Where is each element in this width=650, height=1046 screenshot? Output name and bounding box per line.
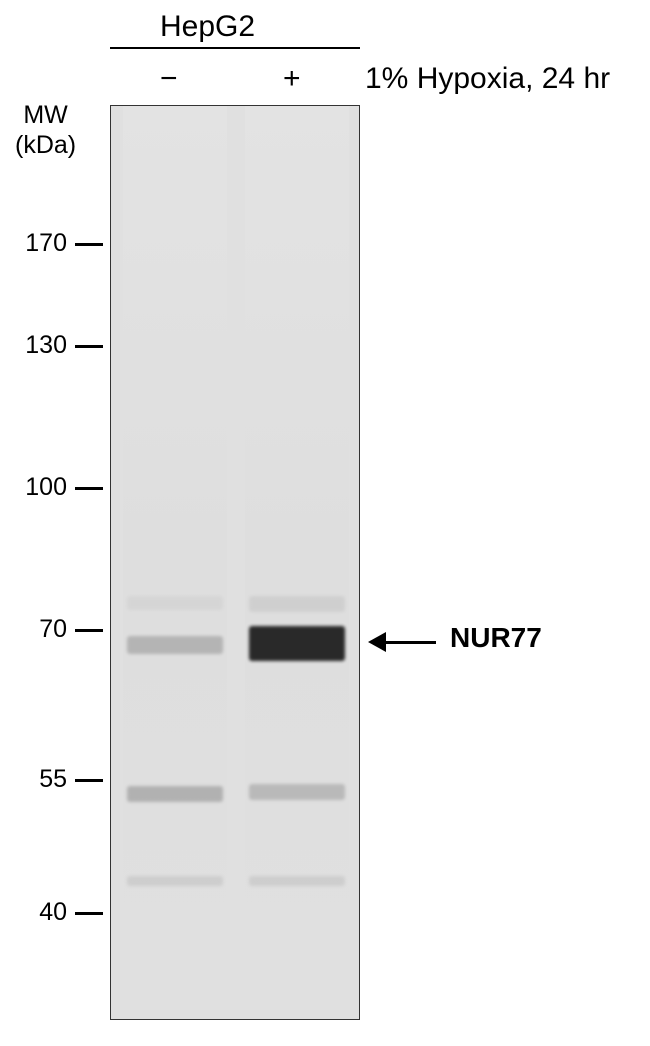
mw-tick [75,912,103,915]
protein-band [127,636,223,654]
protein-band [127,876,223,886]
mw-marker-label: 100 [15,473,67,502]
mw-tick [75,629,103,632]
mw-line1: MW [23,101,67,129]
mw-marker-label: 70 [15,615,67,644]
protein-band [249,784,345,800]
mw-line2: (kDa) [15,131,76,159]
mw-marker-label: 40 [15,898,67,927]
mw-tick [75,779,103,782]
mw-marker-label: 170 [15,229,67,258]
mw-marker-label: 55 [15,765,67,794]
blot-membrane [110,105,360,1020]
protein-band [127,786,223,802]
protein-name-label: NUR77 [450,622,542,654]
lane-plus-sign: + [283,62,301,96]
protein-band [127,596,223,610]
mw-tick [75,487,103,490]
lane-minus-sign: − [160,62,178,96]
mw-tick [75,243,103,246]
protein-band [249,596,345,612]
protein-arrow [368,632,436,652]
cell-line-label: HepG2 [160,10,255,44]
arrow-shaft [386,641,436,644]
protein-band [249,876,345,886]
mw-header: MW (kDa) [15,100,76,160]
mw-tick [75,345,103,348]
cell-line-underline [110,47,360,49]
protein-band [249,626,345,661]
treatment-label: 1% Hypoxia, 24 hr [365,62,610,96]
arrow-head-icon [368,632,386,652]
mw-marker-label: 130 [15,331,67,360]
